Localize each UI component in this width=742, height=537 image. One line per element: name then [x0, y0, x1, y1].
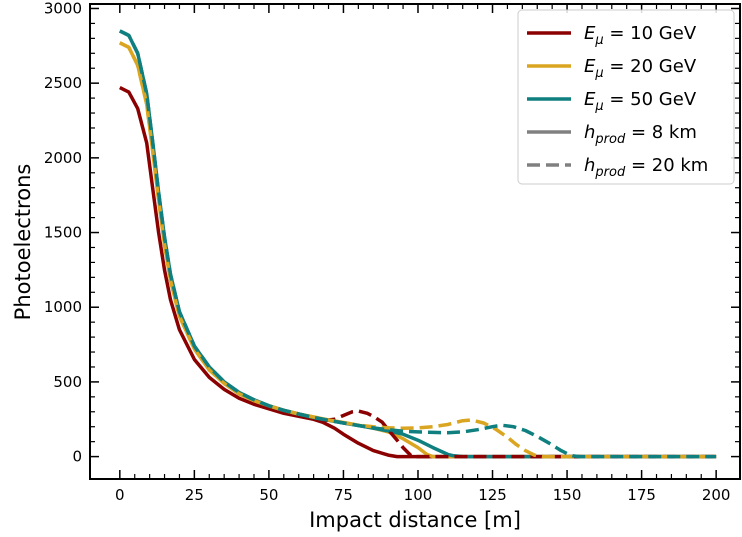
x-tick-label: 0	[115, 486, 125, 504]
x-tick-label: 25	[185, 486, 204, 504]
y-tick-label: 0	[72, 448, 82, 466]
legend-label-4: hprod = 20 km	[584, 155, 708, 180]
legend-label-3: hprod = 8 km	[584, 122, 697, 147]
series-line-3	[322, 409, 717, 459]
legend-label-2: Eμ = 50 GeV	[584, 89, 697, 114]
x-tick-label: 75	[334, 486, 353, 504]
x-axis-label: Impact distance [m]	[309, 508, 521, 532]
legend-label-0: Eμ = 10 GeV	[584, 23, 697, 48]
y-axis-label: Photoelectrons	[11, 164, 35, 321]
x-tick-label: 50	[259, 486, 278, 504]
plot-curves	[119, 29, 717, 459]
legend: Eμ = 10 GeV Eμ = 20 GeV Eμ = 50 GeV hprod =…	[517, 9, 735, 185]
legend-box	[517, 9, 735, 185]
y-tick-label: 1000	[44, 298, 82, 316]
x-tick-label: 175	[627, 486, 656, 504]
x-tick-label: 150	[553, 486, 582, 504]
y-tick-label: 1500	[44, 224, 82, 242]
x-tick-label: 125	[478, 486, 507, 504]
y-tick-label: 500	[53, 373, 82, 391]
y-tick-label: 2500	[44, 74, 82, 92]
y-tick-label: 2000	[44, 149, 82, 167]
x-tick-label: 200	[702, 486, 731, 504]
y-axis-ticks: 0 500 1000 1500 2000 2500 3000	[44, 0, 740, 466]
x-tick-label: 100	[404, 486, 433, 504]
y-tick-label: 3000	[44, 0, 82, 17]
series-line-5	[119, 29, 717, 459]
legend-label-1: Eμ = 20 GeV	[584, 56, 697, 81]
plot-frame	[89, 3, 741, 480]
